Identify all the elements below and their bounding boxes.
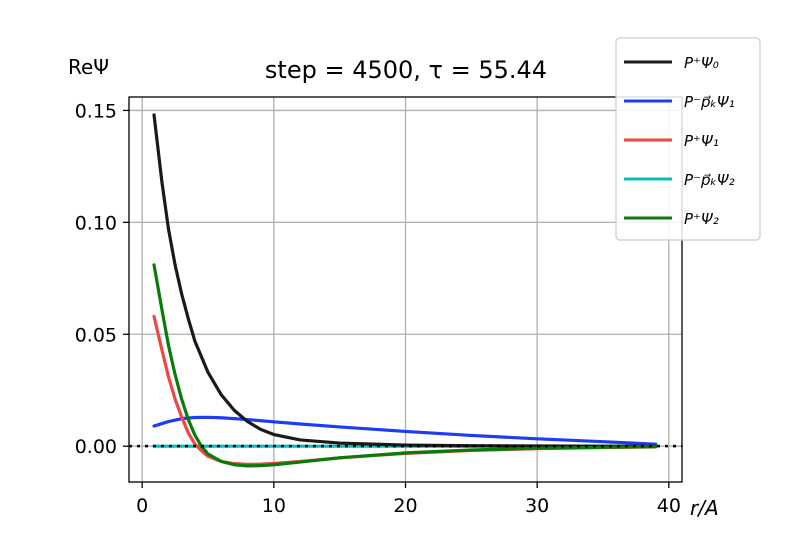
x-tick-label: 0 [136, 495, 148, 517]
x-axis-label: r/A [690, 496, 719, 520]
legend-frame [615, 37, 761, 241]
legend-label: P⁺Ψ₂ [684, 210, 719, 228]
series-line [152, 415, 658, 446]
series-layer [152, 113, 658, 468]
chart-title: step = 4500, τ = 55.44 [265, 56, 547, 84]
legend-label: P⁺Ψ₀ [684, 54, 719, 72]
y-tick-label: 0.15 [75, 100, 117, 122]
ticks: 0 10 20 30 40 0.00 0.05 0.10 0.15 [75, 100, 681, 517]
series-line [152, 263, 658, 468]
x-tick-label: 40 [657, 495, 681, 517]
legend-label: P⁺Ψ₁ [684, 132, 719, 150]
x-tick-label: 10 [262, 495, 286, 517]
legend-label: P⁻p⃗ₖΨ₁ [684, 93, 735, 111]
y-tick-label: 0.05 [75, 324, 117, 346]
series-line [152, 113, 658, 448]
y-tick-label: 0.10 [75, 212, 117, 234]
x-tick-label: 30 [525, 495, 549, 517]
y-tick-label: 0.00 [75, 436, 117, 458]
legend-label: P⁻p⃗ₖΨ₂ [684, 171, 735, 189]
grid [129, 97, 682, 482]
y-axis-label: ReΨ [68, 55, 109, 79]
legend: P⁺Ψ₀ P⁻p⃗ₖΨ₁ P⁺Ψ₁ P⁻p⃗ₖΨ₂ P⁺Ψ₂ [615, 37, 761, 241]
x-tick-label: 20 [393, 495, 417, 517]
